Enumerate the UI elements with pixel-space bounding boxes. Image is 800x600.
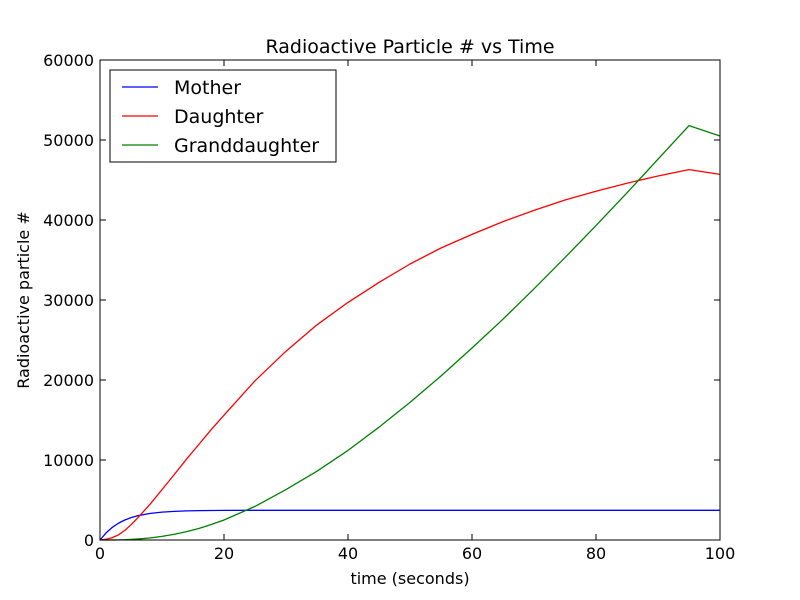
chart-title: Radioactive Particle # vs Time: [265, 36, 554, 58]
y-tick-label: 0: [84, 531, 94, 550]
y-tick-label: 30000: [43, 291, 94, 310]
y-tick-label: 20000: [43, 371, 94, 390]
x-tick-label: 20: [214, 544, 234, 563]
x-tick-label: 0: [95, 544, 105, 563]
series-line-mother: [99, 509, 720, 541]
legend: Mother Daughter Granddaughter: [109, 69, 337, 163]
series-line-daughter: [99, 168, 721, 541]
legend-label-mother: Mother: [174, 77, 241, 99]
series-line-granddaughter: [100, 124, 721, 541]
y-tick-label: 10000: [43, 451, 94, 470]
x-tick-label: 40: [338, 544, 358, 563]
y-tick-label: 40000: [43, 211, 94, 230]
x-tick-label: 80: [586, 544, 606, 563]
legend-label-granddaughter: Granddaughter: [174, 135, 319, 157]
x-tick-label: 100: [705, 544, 736, 563]
x-axis: 0 20 40 60 80 100: [95, 60, 735, 563]
x-tick-label: 60: [462, 544, 482, 563]
x-axis-label: time (seconds): [350, 569, 469, 588]
y-axis: 0 10000 20000 30000 40000 50000 60000: [43, 51, 720, 550]
y-tick-label: 60000: [43, 51, 94, 70]
y-axis-label: Radioactive particle #: [14, 211, 33, 389]
legend-label-daughter: Daughter: [174, 106, 264, 128]
y-tick-label: 50000: [43, 131, 94, 150]
